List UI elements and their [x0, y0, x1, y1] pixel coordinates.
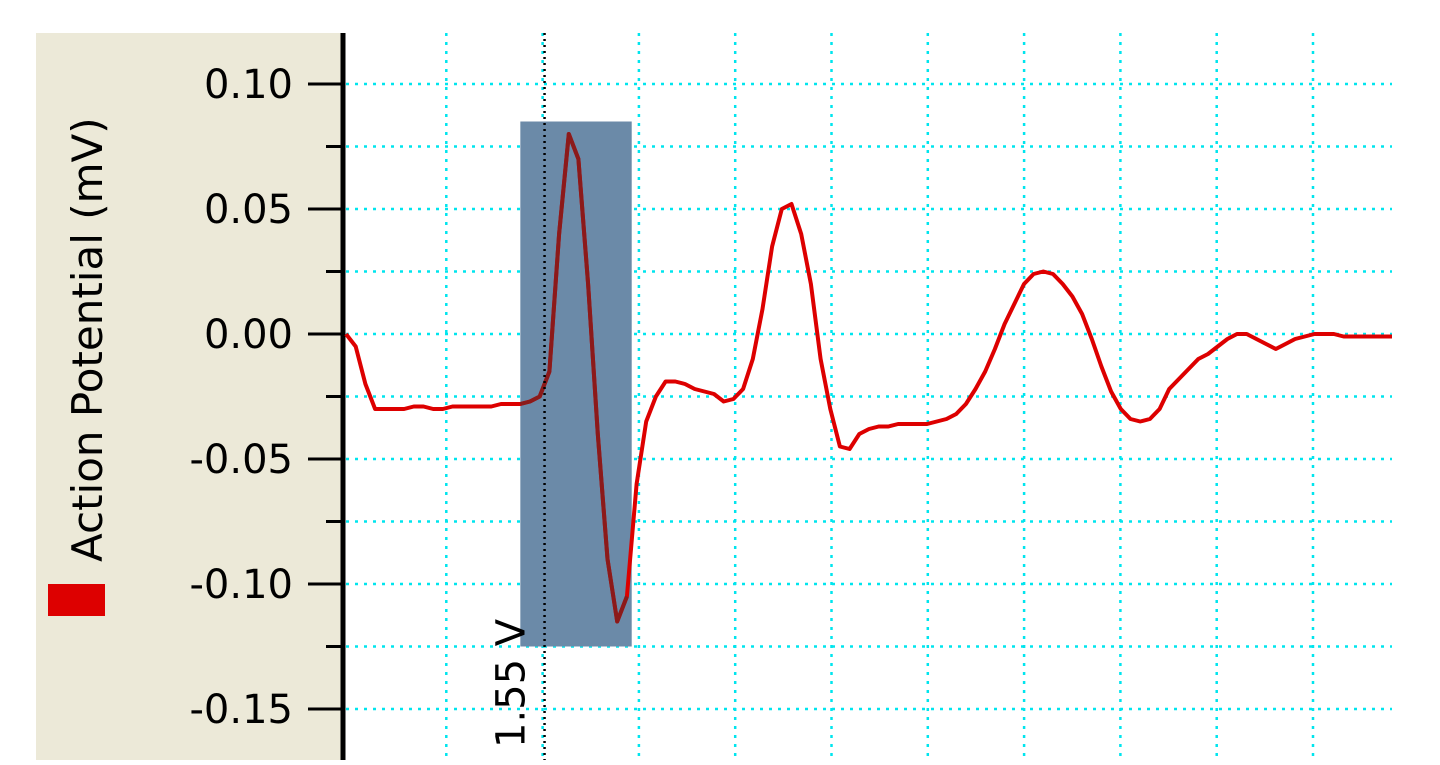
selection-region[interactable] [520, 121, 632, 647]
cursor-label: 1.55 V [489, 618, 535, 748]
y-tick-label: 0.05 [204, 187, 293, 233]
y-axis: 0.10 0.05 0.00 -0.05 -0.10 -0.15 [190, 33, 346, 760]
y-tick-label: 0.00 [204, 312, 293, 358]
y-tick-label: -0.15 [190, 687, 294, 733]
y-tick-label: -0.10 [190, 562, 294, 608]
grid [346, 33, 1392, 760]
series-line-selected [519, 132, 629, 624]
series-line [344, 132, 1392, 624]
y-tick-label: -0.05 [190, 437, 294, 483]
selection-layer [520, 121, 632, 647]
y-tick-label: 0.10 [204, 62, 293, 108]
legend-swatch [48, 584, 105, 616]
y-axis-label: Action Potential (mV) [63, 117, 112, 562]
series-layer [344, 132, 1392, 624]
label-layer: Action Potential (mV) [48, 117, 112, 616]
cursor-layer: 1.55 V [489, 33, 546, 760]
ylabel-panel [36, 33, 341, 760]
